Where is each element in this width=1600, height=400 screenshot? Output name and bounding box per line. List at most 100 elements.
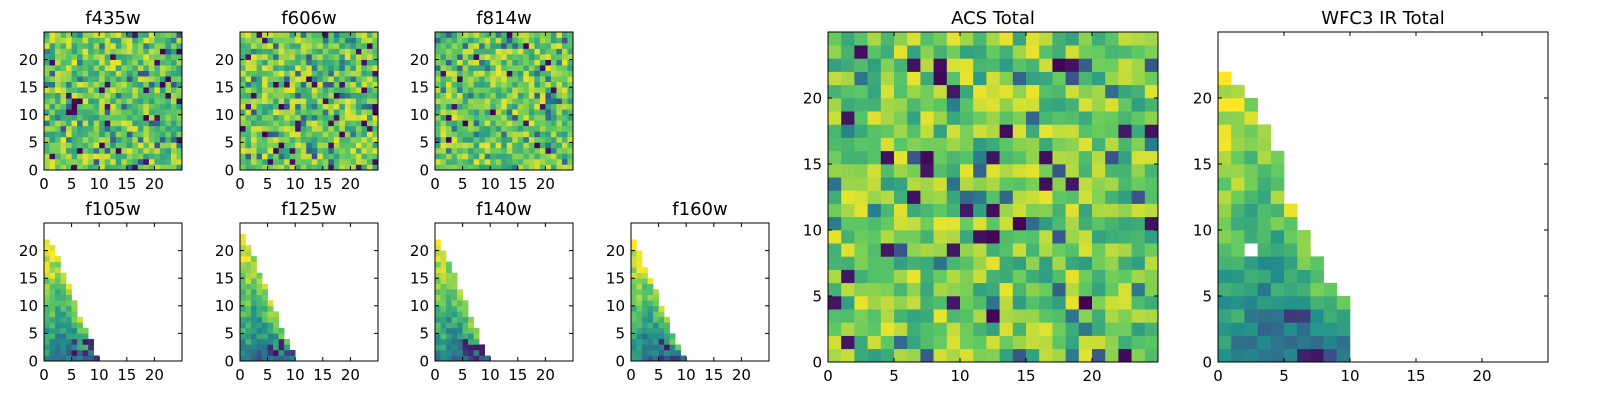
heatmap-cell xyxy=(561,125,568,132)
y-tick-label: 10 xyxy=(1193,221,1212,239)
heatmap-cell xyxy=(55,98,61,105)
heatmap-cell xyxy=(154,54,161,60)
heatmap-cell xyxy=(561,164,568,171)
heatmap-cell xyxy=(44,272,50,279)
heatmap-cell xyxy=(1218,296,1232,310)
heatmap-cell xyxy=(534,147,541,154)
heatmap-cell xyxy=(1270,150,1285,165)
heatmap-cell xyxy=(1118,84,1132,99)
heatmap-cell xyxy=(841,243,855,257)
heatmap-cell xyxy=(55,158,61,165)
heatmap-cell xyxy=(55,37,61,44)
heatmap-cell xyxy=(170,81,177,88)
heatmap-cell xyxy=(295,120,302,127)
heatmap-cell xyxy=(295,142,302,149)
heatmap-cell xyxy=(115,54,122,60)
heatmap-cell xyxy=(245,294,252,301)
heatmap-cell xyxy=(484,164,491,171)
heatmap-cell xyxy=(240,43,246,49)
heatmap-cell xyxy=(262,344,268,351)
heatmap-cell xyxy=(289,92,296,99)
heatmap-cell xyxy=(907,282,921,297)
heatmap-cell xyxy=(462,103,469,110)
heatmap-cell xyxy=(946,177,961,191)
heatmap-cell xyxy=(1078,45,1093,59)
heatmap-cell xyxy=(1092,164,1106,178)
heatmap-cell xyxy=(1092,71,1106,86)
heatmap-cell xyxy=(880,98,895,112)
heatmap-cell xyxy=(828,309,842,323)
heatmap-cell xyxy=(946,348,961,363)
heatmap-cell xyxy=(170,43,177,49)
heatmap-cell xyxy=(631,283,637,290)
heatmap-cell xyxy=(647,283,654,290)
heatmap-cell xyxy=(1026,309,1040,323)
heatmap-cell xyxy=(462,344,469,351)
heatmap-cell xyxy=(854,164,868,178)
heatmap-cell xyxy=(1284,348,1298,363)
x-tick-label: 10 xyxy=(286,175,305,193)
heatmap-cell xyxy=(1270,269,1285,284)
heatmap-cell xyxy=(495,37,502,44)
heatmap-cell xyxy=(631,311,637,318)
heatmap-cell xyxy=(490,76,497,82)
heatmap-cell xyxy=(148,65,155,71)
heatmap-cell xyxy=(44,333,50,340)
heatmap-cell xyxy=(60,316,67,323)
heatmap-cell xyxy=(361,81,368,88)
heatmap-cell xyxy=(501,70,508,77)
heatmap-cell xyxy=(523,92,530,99)
heatmap-cell xyxy=(479,136,485,143)
heatmap-cell xyxy=(1105,177,1119,191)
heatmap-cell xyxy=(267,344,274,351)
heatmap-cell xyxy=(512,114,519,121)
heatmap-cell xyxy=(289,153,296,160)
heatmap-cell xyxy=(506,103,513,110)
heatmap-cell xyxy=(71,136,78,143)
heatmap-cell xyxy=(300,153,307,160)
heatmap-cell xyxy=(658,316,665,323)
heatmap-cell xyxy=(946,45,961,59)
heatmap-cell xyxy=(344,65,351,71)
heatmap-cell xyxy=(60,136,67,143)
heatmap-cell xyxy=(907,348,921,363)
heatmap-cell xyxy=(1310,269,1324,284)
heatmap-cell xyxy=(631,344,637,351)
heatmap-cell xyxy=(457,65,463,71)
heatmap-cell xyxy=(567,87,574,94)
heatmap-cell xyxy=(273,54,279,60)
heatmap-cell xyxy=(82,81,89,88)
heatmap-cell xyxy=(1118,177,1132,191)
y-tick-label: 0 xyxy=(28,352,38,370)
heatmap-cell xyxy=(973,243,987,257)
heatmap-cell xyxy=(680,355,687,362)
heatmap-cell xyxy=(339,136,346,143)
heatmap-cell xyxy=(1052,84,1066,99)
heatmap-cell xyxy=(484,131,491,138)
heatmap-cell xyxy=(828,58,842,72)
heatmap-cell xyxy=(523,109,530,116)
heatmap-cell xyxy=(457,37,463,44)
heatmap-cell xyxy=(545,114,552,121)
heatmap-cell xyxy=(1118,137,1132,152)
heatmap-cell xyxy=(1092,111,1106,125)
heatmap-cell xyxy=(946,137,961,152)
heatmap-cell xyxy=(344,87,351,94)
heatmap-cell xyxy=(501,158,508,165)
heatmap-cell xyxy=(506,120,513,127)
heatmap-cell xyxy=(1052,150,1066,165)
heatmap-cell xyxy=(960,98,974,112)
heatmap-cell xyxy=(517,70,524,77)
heatmap-cell xyxy=(71,333,78,340)
heatmap-cell xyxy=(446,338,452,345)
heatmap-cell xyxy=(44,48,50,55)
heatmap-cell xyxy=(462,70,469,77)
x-tick-label: 10 xyxy=(481,366,500,384)
heatmap-cell xyxy=(240,142,246,149)
heatmap-cell xyxy=(1039,190,1053,204)
heatmap-cell xyxy=(344,131,351,138)
heatmap-cell xyxy=(933,335,948,350)
heatmap-cell xyxy=(539,164,546,171)
heatmap-cell xyxy=(256,327,263,334)
heatmap-cell xyxy=(82,142,89,149)
